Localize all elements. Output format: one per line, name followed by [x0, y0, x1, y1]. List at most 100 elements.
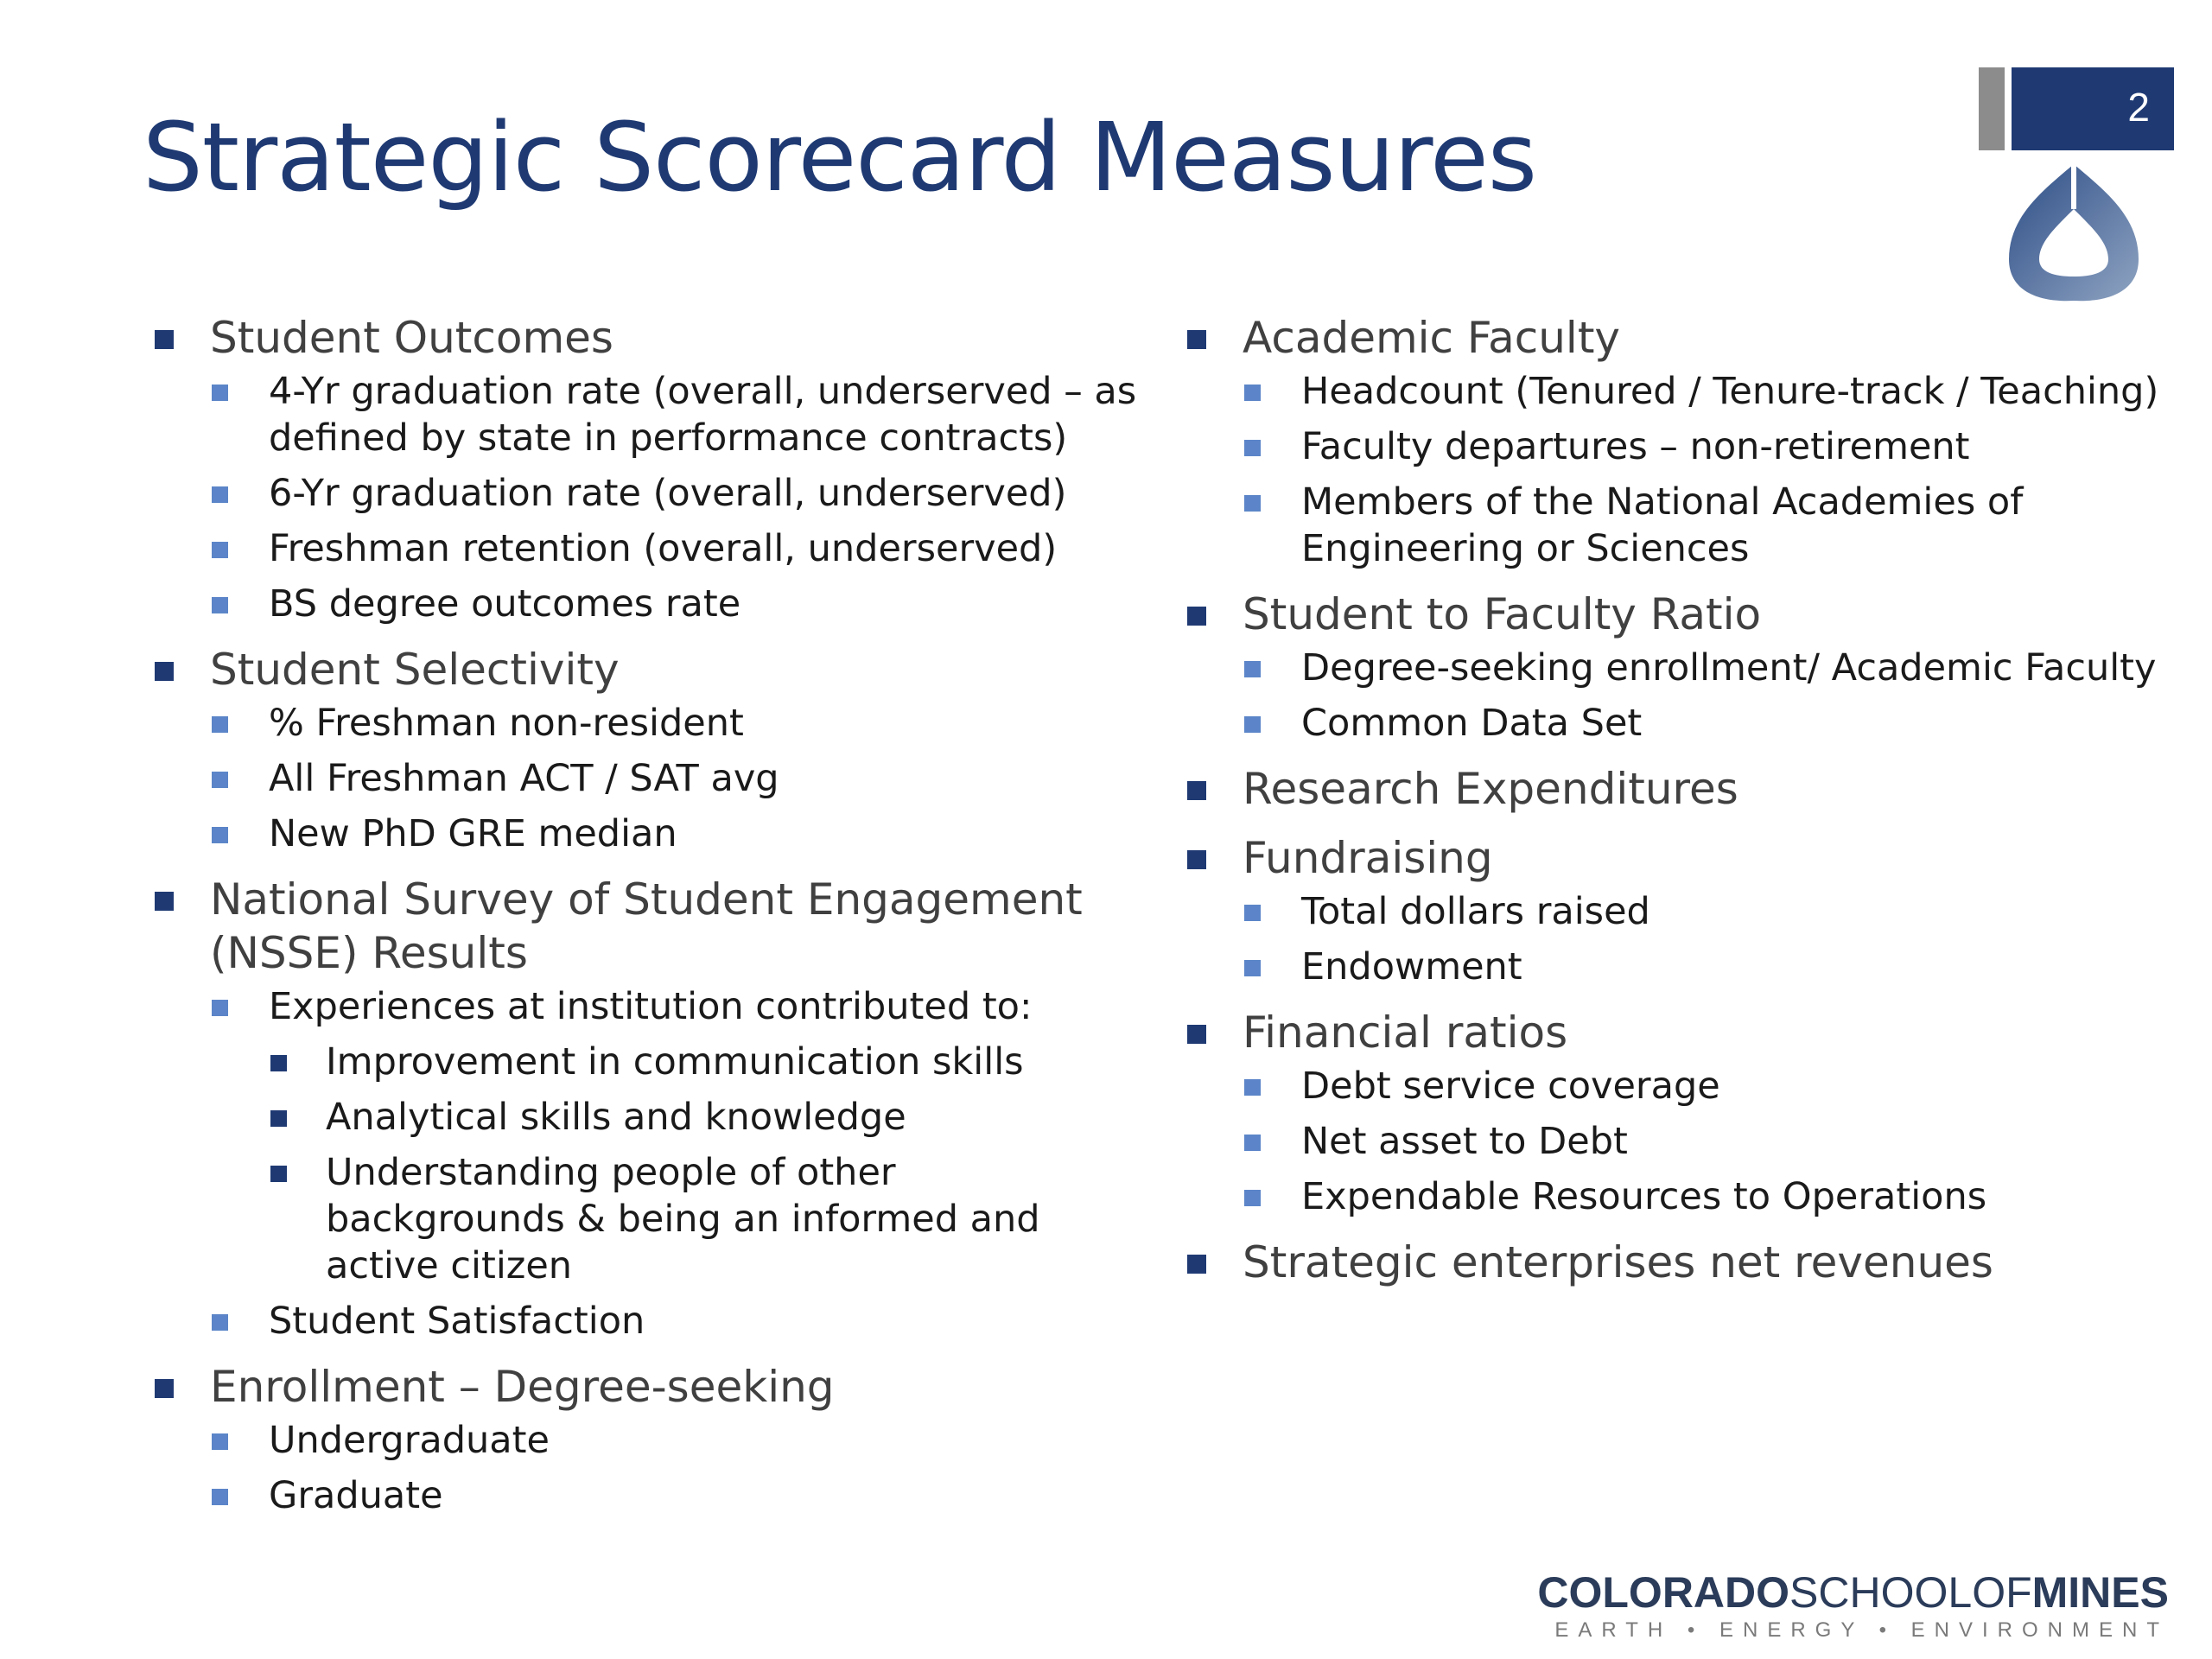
badge-navy-box — [2012, 67, 2174, 150]
square-bullet-icon — [212, 716, 228, 733]
square-bullet-icon — [1244, 440, 1261, 456]
section-heading: Academic Faculty — [1243, 313, 1621, 363]
sub-item-label: BS degree outcomes rate — [269, 582, 741, 626]
section-item: Strategic enterprises net revenues — [1184, 1236, 2160, 1289]
square-bullet-icon — [1244, 661, 1261, 677]
sub-item: Expendable Resources to Operations — [1243, 1173, 2160, 1220]
sub-item: 4-Yr graduation rate (overall, underserv… — [210, 368, 1145, 461]
sub-list: Undergraduate Graduate — [210, 1417, 1145, 1519]
square-bullet-icon — [1187, 850, 1206, 869]
section-item: Enrollment – Degree-seeking Undergraduate… — [151, 1360, 1145, 1519]
sub-item-label: Experiences at institution contributed t… — [269, 985, 1033, 1028]
section-item: Research Expenditures — [1184, 762, 2160, 816]
sub-item: Degree-seeking enrollment/ Academic Facu… — [1243, 645, 2160, 691]
square-bullet-icon — [1244, 495, 1261, 512]
square-bullet-icon — [1187, 1025, 1206, 1044]
sub-item-label: Endowment — [1301, 945, 1522, 988]
section-item: National Survey of Student Engagement (N… — [151, 873, 1145, 1344]
sub-item: % Freshman non-resident — [210, 700, 1145, 747]
section-heading: Student Selectivity — [210, 645, 620, 695]
sub-item: 6-Yr graduation rate (overall, underserv… — [210, 470, 1145, 517]
sub-item: Faculty departures – non-retirement — [1243, 423, 2160, 470]
sub-item-label: Expendable Resources to Operations — [1301, 1175, 1987, 1218]
sub-list: 4-Yr graduation rate (overall, underserv… — [210, 368, 1145, 627]
square-bullet-icon — [270, 1110, 287, 1127]
section-item: Fundraising Total dollars raised Endowment — [1184, 831, 2160, 990]
sub-item: Endowment — [1243, 944, 2160, 990]
sub-item: Experiences at institution contributed t… — [210, 983, 1145, 1289]
sub-item-label: 6-Yr graduation rate (overall, underserv… — [269, 472, 1067, 515]
square-bullet-icon — [155, 330, 174, 349]
school-name-part1: COLORADO — [1537, 1568, 1790, 1617]
sub-item: Members of the National Academies of Eng… — [1243, 479, 2160, 572]
school-name: COLORADOSCHOOLOFMINES — [1512, 1567, 2169, 1618]
square-bullet-icon — [1244, 385, 1261, 401]
sub-item-label: 4-Yr graduation rate (overall, underserv… — [269, 370, 1137, 460]
sub-sub-item-label: Analytical skills and knowledge — [326, 1096, 906, 1139]
sub-item: Total dollars raised — [1243, 888, 2160, 935]
sub-list: Debt service coverage Net asset to Debt Ex… — [1243, 1063, 2160, 1220]
sub-item-label: All Freshman ACT / SAT avg — [269, 757, 779, 800]
square-bullet-icon — [212, 597, 228, 613]
square-bullet-icon — [212, 1314, 228, 1331]
square-bullet-icon — [212, 772, 228, 788]
square-bullet-icon — [1244, 1190, 1261, 1206]
square-bullet-icon — [1244, 960, 1261, 976]
sub-item-label: Undergraduate — [269, 1419, 550, 1462]
right-column: Academic Faculty Headcount (Tenured / Ten… — [1184, 311, 2160, 1305]
sub-item: Freshman retention (overall, underserved… — [210, 525, 1145, 572]
school-name-part3: MINES — [2031, 1568, 2169, 1617]
sub-item: BS degree outcomes rate — [210, 581, 1145, 627]
sub-item-label: Debt service coverage — [1301, 1065, 1720, 1108]
sub-item-label: New PhD GRE median — [269, 812, 677, 855]
sub-list: Experiences at institution contributed t… — [210, 983, 1145, 1344]
sub-item-label: Members of the National Academies of Eng… — [1301, 480, 2024, 570]
sub-item: Undergraduate — [210, 1417, 1145, 1464]
square-bullet-icon — [212, 385, 228, 401]
sub-item: Student Satisfaction — [210, 1298, 1145, 1344]
square-bullet-icon — [212, 827, 228, 843]
badge-grey-bar — [1979, 67, 2005, 150]
square-bullet-icon — [212, 542, 228, 558]
square-bullet-icon — [1187, 1255, 1206, 1274]
sub-item-label: Total dollars raised — [1301, 890, 1650, 933]
section-heading: Fundraising — [1243, 833, 1493, 883]
square-bullet-icon — [1187, 607, 1206, 626]
sub-item: Debt service coverage — [1243, 1063, 2160, 1109]
sub-item-label: Net asset to Debt — [1301, 1120, 1628, 1163]
sub-item-label: % Freshman non-resident — [269, 702, 744, 745]
sub-item: Common Data Set — [1243, 700, 2160, 747]
square-bullet-icon — [1187, 330, 1206, 349]
mines-triangle-logo-icon — [2009, 164, 2139, 302]
square-bullet-icon — [1244, 1079, 1261, 1096]
section-heading: National Survey of Student Engagement (N… — [210, 874, 1083, 978]
sub-sub-item: Improvement in communication skills — [269, 1039, 1145, 1085]
sub-item: Net asset to Debt — [1243, 1118, 2160, 1165]
slide-title: Strategic Scorecard Measures — [143, 102, 1537, 213]
sub-item: New PhD GRE median — [210, 810, 1145, 857]
section-item: Student Outcomes 4-Yr graduation rate (ov… — [151, 311, 1145, 627]
sub-item: Graduate — [210, 1472, 1145, 1519]
section-heading: Financial ratios — [1243, 1007, 1568, 1058]
square-bullet-icon — [155, 1379, 174, 1398]
sub-sub-item-label: Improvement in communication skills — [326, 1040, 1024, 1084]
left-bullet-list: Student Outcomes 4-Yr graduation rate (ov… — [151, 311, 1145, 1519]
sub-sub-item: Analytical skills and knowledge — [269, 1094, 1145, 1141]
section-heading: Student Outcomes — [210, 313, 613, 363]
square-bullet-icon — [1244, 1135, 1261, 1151]
sub-sub-item: Understanding people of other background… — [269, 1149, 1145, 1289]
section-item: Student Selectivity % Freshman non-reside… — [151, 643, 1145, 857]
square-bullet-icon — [1244, 716, 1261, 733]
section-item: Financial ratios Debt service coverage Net… — [1184, 1006, 2160, 1220]
section-heading: Enrollment – Degree-seeking — [210, 1362, 835, 1412]
section-heading: Strategic enterprises net revenues — [1243, 1237, 1993, 1287]
sub-item-label: Graduate — [269, 1474, 443, 1517]
section-item: Student to Faculty Ratio Degree-seeking e… — [1184, 588, 2160, 747]
square-bullet-icon — [212, 1489, 228, 1505]
sub-item-label: Freshman retention (overall, underserved… — [269, 527, 1058, 570]
square-bullet-icon — [155, 892, 174, 911]
sub-item: Headcount (Tenured / Tenure-track / Teac… — [1243, 368, 2160, 415]
page-number: 2 — [2127, 85, 2150, 130]
sub-list: Degree-seeking enrollment/ Academic Facu… — [1243, 645, 2160, 747]
page-number-badge: 2 — [1979, 67, 2174, 150]
